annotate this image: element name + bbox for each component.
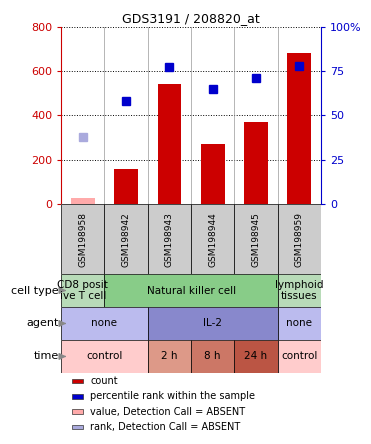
Bar (278, 204, 321, 274)
Bar (201, 144, 224, 204)
Text: GSM198959: GSM198959 (295, 212, 304, 267)
Text: IL-2: IL-2 (203, 318, 222, 329)
Text: GSM198942: GSM198942 (122, 212, 131, 266)
Text: GSM198958: GSM198958 (78, 212, 87, 267)
Bar (278, 340, 321, 373)
Bar (191, 340, 234, 373)
Bar (61, 204, 105, 274)
Bar (61, 274, 105, 307)
Bar (61, 307, 148, 340)
Text: control: control (281, 352, 318, 361)
Bar (278, 307, 321, 340)
Text: 2 h: 2 h (161, 352, 178, 361)
Bar (71, 198, 95, 204)
Bar (148, 204, 191, 274)
Bar (234, 340, 278, 373)
Bar (105, 274, 278, 307)
Bar (61, 340, 148, 373)
Bar (72, 409, 82, 414)
Title: GDS3191 / 208820_at: GDS3191 / 208820_at (122, 12, 260, 25)
Bar (158, 84, 181, 204)
Bar (114, 169, 138, 204)
Text: none: none (286, 318, 312, 329)
Text: lymphoid
tissues: lymphoid tissues (275, 280, 324, 301)
Text: none: none (92, 318, 118, 329)
Text: GSM198943: GSM198943 (165, 212, 174, 266)
Bar (148, 340, 191, 373)
Bar (72, 394, 82, 399)
Bar (234, 204, 278, 274)
Text: CD8 posit
ive T cell: CD8 posit ive T cell (58, 280, 108, 301)
Bar (72, 379, 82, 383)
Text: GSM198944: GSM198944 (208, 212, 217, 266)
Text: rank, Detection Call = ABSENT: rank, Detection Call = ABSENT (90, 422, 240, 432)
Bar (72, 424, 82, 429)
Text: agent: agent (27, 318, 59, 329)
Text: 24 h: 24 h (244, 352, 267, 361)
Bar (244, 122, 268, 204)
Text: time: time (34, 352, 59, 361)
Text: value, Detection Call = ABSENT: value, Detection Call = ABSENT (90, 407, 246, 416)
Text: GSM198945: GSM198945 (252, 212, 260, 266)
Text: percentile rank within the sample: percentile rank within the sample (90, 391, 255, 401)
Text: Natural killer cell: Natural killer cell (147, 285, 236, 296)
Text: 8 h: 8 h (204, 352, 221, 361)
Text: cell type: cell type (12, 285, 59, 296)
Bar (105, 204, 148, 274)
Text: count: count (90, 376, 118, 386)
Bar (288, 53, 311, 204)
Bar (191, 204, 234, 274)
Bar (278, 274, 321, 307)
Text: control: control (86, 352, 123, 361)
Bar (148, 307, 278, 340)
